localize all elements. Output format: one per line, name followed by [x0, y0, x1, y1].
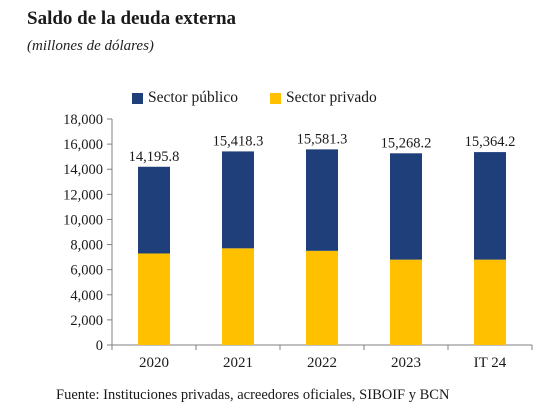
- y-tick-label: 6,000: [70, 263, 103, 279]
- y-tick-label: 18,000: [63, 112, 103, 128]
- x-category-label: IT 24: [474, 355, 507, 371]
- bar-sector-privado: [474, 259, 506, 345]
- y-tick-label: 14,000: [63, 162, 103, 178]
- y-tick-label: 4,000: [70, 288, 103, 304]
- y-tick-label: 10,000: [63, 212, 103, 228]
- chart-subtitle: (millones de dólares): [27, 38, 154, 54]
- x-category-label: 2022: [307, 355, 337, 371]
- bar-sector-privado: [306, 250, 338, 345]
- legend: Sector público Sector privado: [132, 89, 409, 107]
- total-data-label: 14,195.8: [129, 149, 180, 165]
- y-tick-label: 16,000: [63, 137, 103, 153]
- y-tick-label: 2,000: [70, 313, 103, 329]
- bar-sector-publico: [390, 153, 422, 260]
- x-category-label: 2023: [391, 355, 421, 371]
- total-data-label: 15,581.3: [297, 131, 348, 147]
- source-note: Fuente: Instituciones privadas, acreedor…: [56, 387, 450, 403]
- legend-label-publico: Sector público: [148, 89, 238, 106]
- y-tick-label: 8,000: [70, 238, 103, 254]
- x-category-label: 2020: [139, 355, 169, 371]
- bar-sector-publico: [138, 166, 170, 254]
- bar-sector-privado: [222, 248, 254, 345]
- total-data-label: 15,364.2: [465, 134, 516, 150]
- total-data-label: 15,268.2: [381, 135, 432, 151]
- chart-title: Saldo de la deuda externa: [27, 8, 237, 29]
- legend-swatch-publico: [132, 92, 143, 104]
- legend-label-privado: Sector privado: [285, 89, 377, 106]
- bar-sector-privado: [138, 253, 170, 345]
- bar-sector-publico: [222, 151, 254, 249]
- bar-sector-publico: [306, 149, 338, 251]
- y-tick-label: 0: [96, 338, 103, 354]
- x-category-label: 2021: [223, 355, 253, 371]
- legend-swatch-privado: [269, 92, 281, 104]
- legend-item-privado: Sector privado: [269, 89, 377, 107]
- bar-sector-publico: [474, 152, 506, 260]
- bar-sector-privado: [390, 259, 422, 345]
- total-data-label: 15,418.3: [213, 133, 264, 149]
- legend-item-publico: Sector público: [132, 89, 238, 107]
- y-tick-label: 12,000: [63, 187, 103, 203]
